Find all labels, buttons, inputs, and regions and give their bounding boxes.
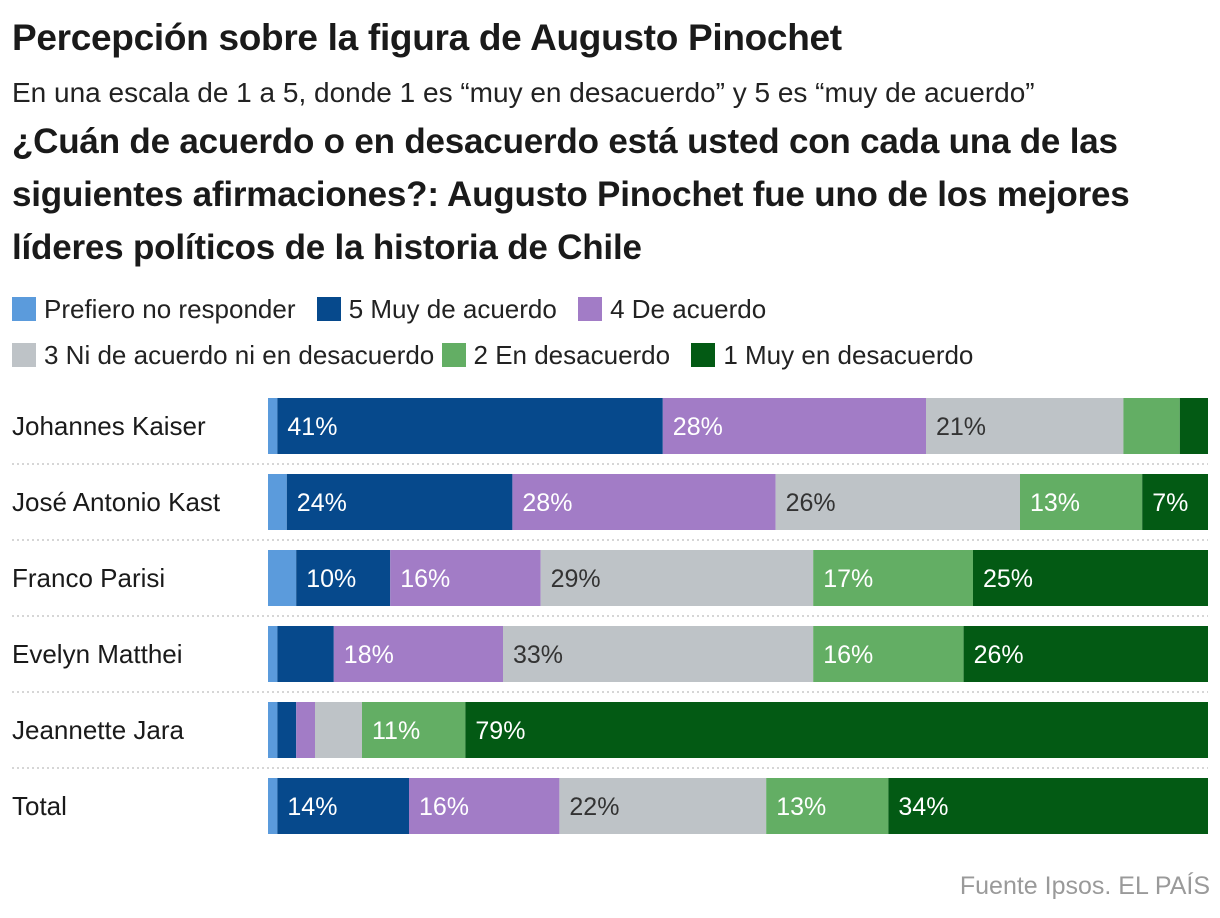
bar-segment-jeannette-jara-5-muy-de-acuerdo [277, 702, 297, 758]
bar-segment-jeannette-jara-2-en-desacuerdo [362, 702, 466, 758]
bar-segment-evelyn-matthei-5-muy-de-acuerdo [277, 626, 334, 682]
legend-item-2: 2 En desacuerdo [441, 332, 671, 378]
legend-label: 2 En desacuerdo [473, 340, 671, 370]
bar-segment-evelyn-matthei-prefiero-no-responder [268, 626, 278, 682]
bar-segment-total-3-ni-de-acuerdo-ni-en-desacuerdo [559, 778, 767, 834]
data-label-jose-antonio-kast-4-de-acuerdo: 28% [522, 489, 572, 517]
chart-legend: Prefiero no responder 5 Muy de acuerdo 4… [12, 286, 1202, 378]
data-label-total-2-en-desacuerdo: 13% [776, 793, 826, 821]
bar-segment-total-1-muy-en-desacuerdo [888, 778, 1208, 834]
data-label-franco-parisi-4-de-acuerdo: 16% [400, 565, 450, 593]
data-label-jose-antonio-kast-2-en-desacuerdo: 13% [1030, 489, 1080, 517]
category-label-evelyn-matthei: Evelyn Matthei [12, 639, 183, 669]
legend-label: 5 Muy de acuerdo [348, 294, 557, 324]
bar-segment-jose-antonio-kast-2-en-desacuerdo [1020, 474, 1143, 530]
bar-segment-total-5-muy-de-acuerdo [277, 778, 409, 834]
bar-segment-johannes-kaiser-3-ni-de-acuerdo-ni-en-desacuerdo [926, 398, 1124, 454]
bar-segment-jeannette-jara-4-de-acuerdo [296, 702, 315, 758]
legend-item-no-response: Prefiero no responder [12, 286, 295, 332]
bar-segment-johannes-kaiser-1-muy-en-desacuerdo [1179, 398, 1208, 454]
bar-segment-johannes-kaiser-prefiero-no-responder [268, 398, 278, 454]
bar-segment-evelyn-matthei-1-muy-en-desacuerdo [963, 626, 1208, 682]
bar-segment-franco-parisi-2-en-desacuerdo [813, 550, 973, 606]
legend-item-5: 5 Muy de acuerdo [316, 286, 557, 332]
legend-item-3: 3 Ni de acuerdo ni en desacuerdo [12, 332, 434, 378]
legend-swatch [316, 297, 341, 321]
legend-swatch [12, 297, 36, 321]
category-label-johannes-kaiser: Johannes Kaiser [12, 411, 206, 441]
data-label-total-3-ni-de-acuerdo-ni-en-desacuerdo: 22% [569, 793, 619, 821]
data-label-total-1-muy-en-desacuerdo: 34% [898, 793, 948, 821]
bar-segment-jeannette-jara-3-ni-de-acuerdo-ni-en-desacuerdo [315, 702, 362, 758]
bar-segment-johannes-kaiser-2-en-desacuerdo [1123, 398, 1180, 454]
bar-segment-franco-parisi-prefiero-no-responder [268, 550, 297, 606]
legend-label: 3 Ni de acuerdo ni en desacuerdo [44, 340, 435, 370]
legend-swatch [578, 297, 603, 321]
bar-segment-franco-parisi-1-muy-en-desacuerdo [973, 550, 1208, 606]
bar-segment-jeannette-jara-prefiero-no-responder [268, 702, 278, 758]
data-label-johannes-kaiser-5-muy-de-acuerdo: 41% [287, 413, 337, 441]
bar-segment-evelyn-matthei-2-en-desacuerdo [813, 626, 964, 682]
bar-segment-franco-parisi-3-ni-de-acuerdo-ni-en-desacuerdo [540, 550, 814, 606]
bar-segment-evelyn-matthei-4-de-acuerdo [333, 626, 503, 682]
bar-segment-jose-antonio-kast-1-muy-en-desacuerdo [1142, 474, 1208, 530]
data-label-jeannette-jara-2-en-desacuerdo: 11% [372, 717, 420, 745]
data-label-jeannette-jara-1-muy-en-desacuerdo: 79% [475, 717, 525, 745]
data-label-johannes-kaiser-4-de-acuerdo: 28% [673, 413, 723, 441]
bar-segment-total-prefiero-no-responder [268, 778, 278, 834]
bar-segment-johannes-kaiser-5-muy-de-acuerdo [277, 398, 663, 454]
legend-item-4: 4 De acuerdo [578, 286, 766, 332]
data-label-evelyn-matthei-3-ni-de-acuerdo-ni-en-desacuerdo: 33% [513, 641, 563, 669]
stacked-bar-chart: Johannes Kaiser 41% 28% 21% José Antonio Kas… [12, 398, 1208, 834]
bar-segment-jose-antonio-kast-4-de-acuerdo [512, 474, 776, 530]
bar-segment-total-2-en-desacuerdo [766, 778, 889, 834]
data-label-jose-antonio-kast-5-muy-de-acuerdo: 24% [297, 489, 347, 517]
category-label-jose-antonio-kast: José Antonio Kast [12, 487, 221, 517]
data-label-evelyn-matthei-4-de-acuerdo: 18% [344, 641, 394, 669]
legend-item-1: 1 Muy en desacuerdo [691, 332, 973, 378]
legend-label: Prefiero no responder [44, 294, 296, 324]
category-label-total: Total [12, 791, 67, 821]
data-label-franco-parisi-3-ni-de-acuerdo-ni-en-desacuerdo: 29% [551, 565, 601, 593]
legend-label: 4 De acuerdo [610, 294, 767, 324]
data-label-total-5-muy-de-acuerdo: 14% [287, 793, 337, 821]
category-label-jeannette-jara: Jeannette Jara [12, 715, 185, 745]
bar-segment-franco-parisi-4-de-acuerdo [390, 550, 541, 606]
bar-segment-jose-antonio-kast-3-ni-de-acuerdo-ni-en-desacuerdo [775, 474, 1020, 530]
bar-segment-johannes-kaiser-4-de-acuerdo [662, 398, 926, 454]
bar-segment-franco-parisi-5-muy-de-acuerdo [296, 550, 391, 606]
survey-question: ¿Cuán de acuerdo o en desacuerdo está us… [12, 122, 1130, 267]
data-label-total-4-de-acuerdo: 16% [419, 793, 469, 821]
data-label-jose-antonio-kast-3-ni-de-acuerdo-ni-en-desacuerdo: 26% [786, 489, 836, 517]
category-label-franco-parisi: Franco Parisi [12, 563, 165, 593]
data-label-franco-parisi-1-muy-en-desacuerdo: 25% [983, 565, 1033, 593]
data-label-franco-parisi-2-en-desacuerdo: 17% [823, 565, 873, 593]
chart-title: Percepción sobre la figura de Augusto Pi… [12, 17, 842, 58]
source-note: Fuente Ipsos. EL PAÍS [959, 872, 1210, 900]
data-label-franco-parisi-5-muy-de-acuerdo: 10% [306, 565, 356, 593]
chart-subtitle: En una escala de 1 a 5, donde 1 es “muy … [12, 77, 1035, 108]
data-label-evelyn-matthei-1-muy-en-desacuerdo: 26% [974, 641, 1024, 669]
data-label-jose-antonio-kast-1-muy-en-desacuerdo: 7% [1152, 489, 1188, 517]
bar-segment-jose-antonio-kast-5-muy-de-acuerdo [286, 474, 513, 530]
legend-swatch [441, 343, 466, 367]
legend-swatch [691, 343, 716, 367]
data-label-evelyn-matthei-2-en-desacuerdo: 16% [823, 641, 873, 669]
legend-label: 1 Muy en desacuerdo [723, 340, 974, 370]
bar-segment-jose-antonio-kast-prefiero-no-responder [268, 474, 287, 530]
bar-segment-evelyn-matthei-3-ni-de-acuerdo-ni-en-desacuerdo [503, 626, 814, 682]
bar-segment-total-4-de-acuerdo [409, 778, 560, 834]
data-label-johannes-kaiser-3-ni-de-acuerdo-ni-en-desacuerdo: 21% [936, 413, 986, 441]
legend-swatch [12, 343, 36, 367]
bar-segment-jeannette-jara-1-muy-en-desacuerdo [465, 702, 1208, 758]
